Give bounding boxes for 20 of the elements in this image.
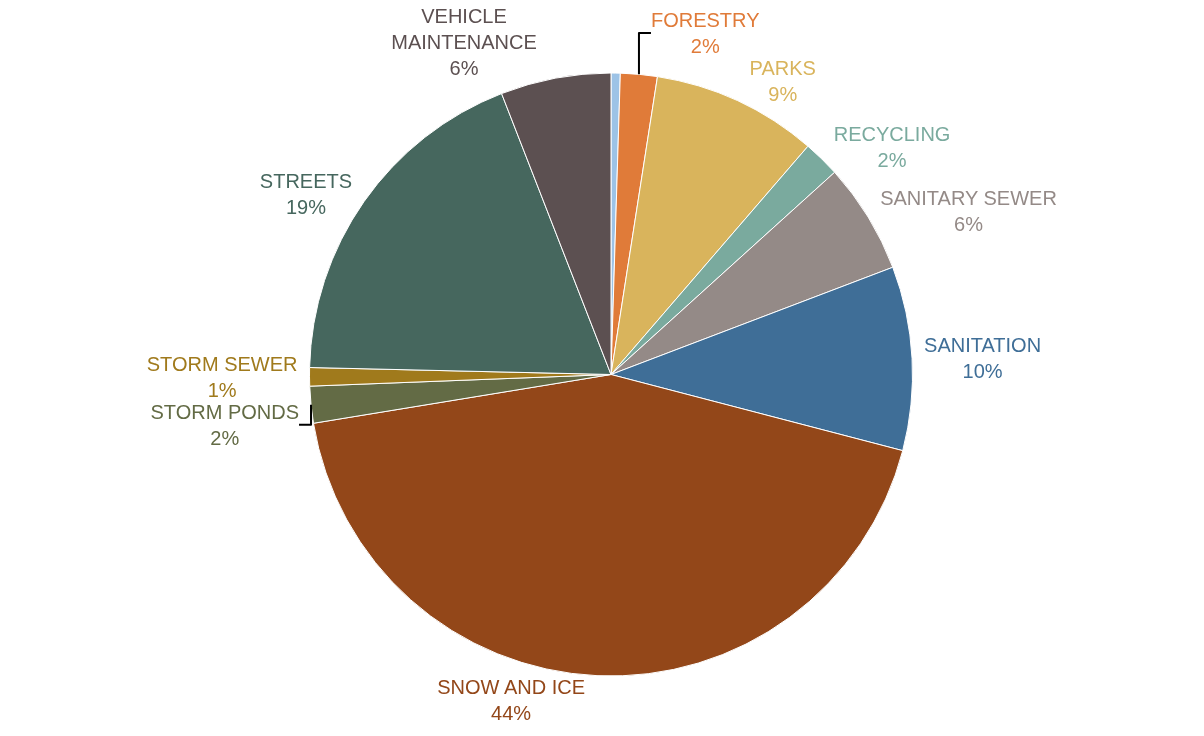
- data-label: 6%: [954, 212, 984, 235]
- slice-label: STREETS: [259, 169, 353, 192]
- slice-label: STORM PONDS: [150, 400, 300, 423]
- slice-label: SNOW AND ICE: [437, 675, 586, 698]
- slice-label: FORESTRY: [650, 9, 760, 32]
- slice-label: VEHICLE MAINTENANCE: [391, 5, 537, 54]
- slice-label: SANITARY SEWER: [880, 186, 1057, 209]
- data-label: 19%: [285, 195, 327, 218]
- data-label: 44%: [491, 701, 532, 724]
- data-label: 9%: [768, 83, 798, 106]
- data-label: 6%: [449, 57, 479, 80]
- slice-label: SANITATION: [924, 334, 1042, 357]
- slice-label: STORM SEWER: [146, 352, 298, 375]
- slice-label: RECYCLING: [833, 122, 951, 145]
- data-label: 10%: [962, 360, 1003, 383]
- slice-label: PARKS: [749, 57, 816, 80]
- data-label: 1%: [207, 378, 237, 401]
- data-label: 2%: [210, 426, 240, 449]
- data-label: 2%: [690, 35, 720, 58]
- data-label: 2%: [877, 148, 907, 171]
